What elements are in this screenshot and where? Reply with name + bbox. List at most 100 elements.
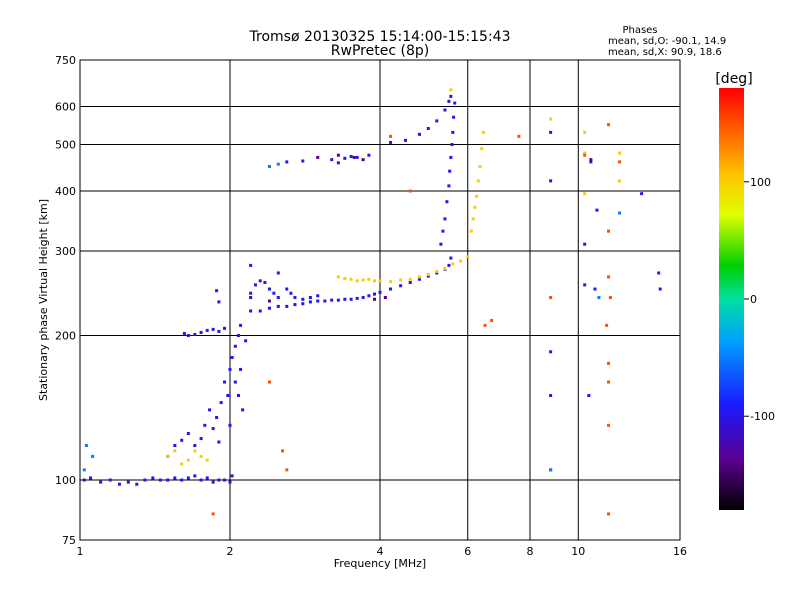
data-point	[343, 156, 347, 160]
data-point	[389, 280, 393, 284]
data-point	[285, 287, 289, 291]
data-point	[173, 476, 177, 480]
data-point	[367, 277, 371, 281]
data-point	[158, 478, 162, 482]
data-point	[618, 211, 622, 215]
y-tick-label: 750	[55, 54, 76, 67]
data-point	[205, 458, 209, 462]
colorbar-tick-label: 0	[750, 293, 757, 306]
data-point	[343, 276, 347, 280]
data-point	[480, 147, 484, 151]
data-point	[267, 380, 271, 384]
colorbar	[719, 88, 744, 510]
data-point	[173, 444, 177, 448]
data-point	[443, 266, 447, 270]
data-point	[549, 179, 553, 183]
data-point	[383, 296, 387, 300]
data-point	[640, 192, 644, 196]
data-point	[378, 279, 382, 283]
data-point	[403, 138, 407, 142]
data-point	[355, 296, 359, 300]
phase-box-heading: Phases	[622, 25, 657, 36]
data-point	[316, 299, 320, 303]
data-point	[330, 298, 334, 302]
data-point	[451, 262, 455, 266]
data-point	[473, 205, 477, 209]
data-point	[469, 229, 473, 233]
data-point	[276, 271, 280, 275]
data-point	[301, 297, 305, 301]
data-point	[217, 478, 221, 482]
data-point	[449, 94, 453, 98]
data-point	[389, 134, 393, 138]
data-point	[223, 326, 227, 330]
data-point	[336, 298, 340, 302]
data-point	[217, 329, 221, 333]
data-point	[249, 309, 253, 313]
data-point	[549, 394, 553, 398]
y-tick-label: 400	[55, 185, 76, 198]
data-point	[215, 415, 219, 419]
data-point	[281, 449, 285, 453]
data-point	[443, 217, 447, 221]
data-point	[549, 468, 553, 472]
data-point	[263, 280, 267, 284]
data-point	[226, 394, 230, 398]
data-point	[267, 164, 271, 168]
data-point	[607, 512, 611, 516]
data-point	[607, 275, 611, 279]
data-point	[219, 401, 223, 405]
tick-layer: 1 2 4 6 8 10 16 75 100 200 300 400 500 600 750	[55, 54, 687, 558]
data-point	[373, 297, 377, 301]
data-point	[253, 283, 257, 287]
data-point	[367, 153, 371, 157]
data-point	[293, 303, 297, 307]
data-point	[349, 297, 353, 301]
y-tick-label: 100	[55, 474, 76, 487]
data-point	[517, 134, 521, 138]
data-point	[595, 208, 599, 212]
data-point	[233, 380, 237, 384]
phase-box-x: mean, sd,X: 90.9, 18.6	[608, 47, 722, 58]
data-point	[82, 478, 86, 482]
data-point	[481, 130, 485, 134]
data-point	[451, 130, 455, 134]
data-point	[285, 468, 289, 472]
data-point	[608, 296, 612, 300]
data-points	[82, 88, 662, 516]
data-point	[316, 155, 320, 159]
data-point	[208, 408, 212, 412]
data-point	[180, 478, 184, 482]
phase-box-o: mean, sd,O: -90.1, 14.9	[608, 36, 726, 47]
data-point	[289, 291, 293, 295]
data-point	[607, 123, 611, 127]
data-point	[583, 283, 587, 287]
data-point	[244, 339, 248, 343]
data-point	[583, 242, 587, 246]
data-point	[352, 155, 356, 159]
data-point	[447, 99, 451, 103]
data-point	[199, 478, 203, 482]
data-point	[186, 432, 190, 436]
data-point	[361, 278, 365, 282]
data-point	[336, 275, 340, 279]
data-point	[223, 478, 227, 482]
y-tick-label: 200	[55, 330, 76, 343]
data-point	[447, 263, 451, 267]
y-axis-label: Stationary phase Virtual Height [km]	[37, 199, 50, 401]
data-point	[228, 480, 232, 484]
data-point	[249, 291, 253, 295]
data-point	[215, 289, 219, 293]
data-point	[361, 296, 365, 300]
data-point	[607, 380, 611, 384]
chart-title: Tromsø 20130325 15:14:00-15:15:43	[249, 29, 511, 45]
data-point	[466, 255, 470, 259]
x-tick-label: 8	[527, 545, 534, 558]
data-point	[258, 309, 262, 313]
data-point	[193, 444, 197, 448]
data-point	[373, 292, 377, 296]
data-point	[607, 229, 611, 233]
x-tick-label: 16	[673, 545, 687, 558]
data-point	[605, 323, 609, 327]
data-point	[276, 162, 280, 166]
